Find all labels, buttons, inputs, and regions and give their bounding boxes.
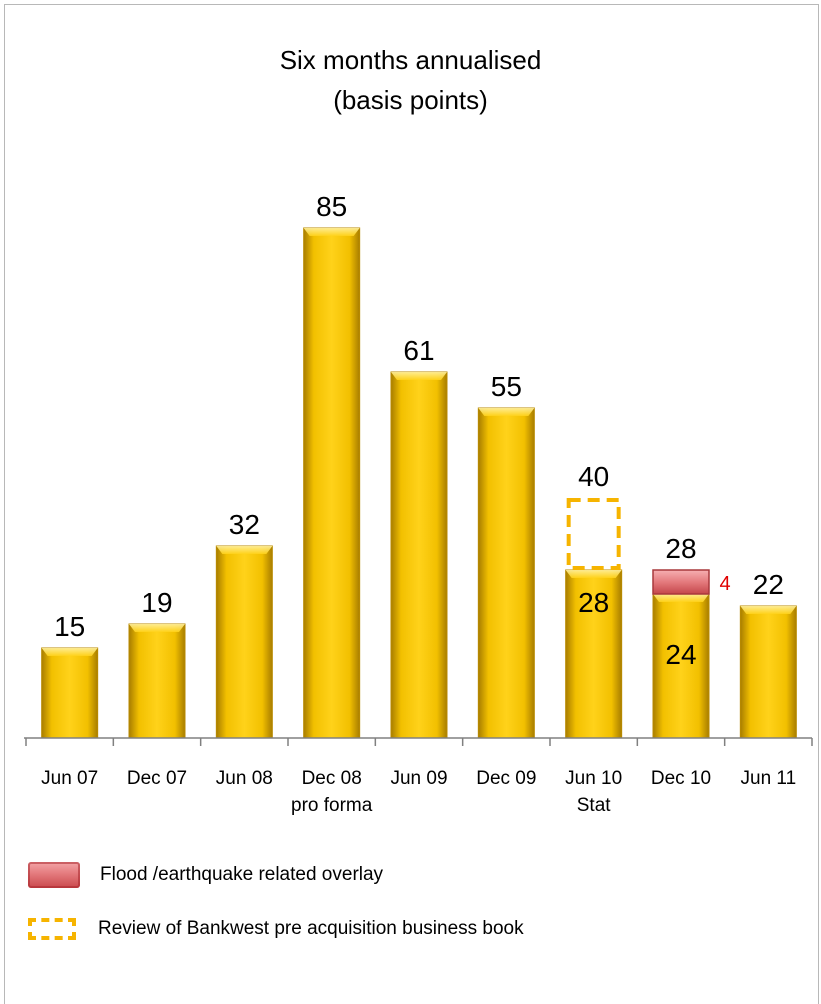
x-tick-label-6-0: Jun 10 bbox=[565, 768, 622, 789]
inner-label-7: 24 bbox=[665, 639, 696, 670]
bar-5 bbox=[477, 407, 535, 739]
bar-bevel-1 bbox=[129, 624, 185, 632]
inner-label-6: 28 bbox=[578, 587, 609, 618]
x-tick-label-0-0: Jun 07 bbox=[41, 768, 98, 789]
bar-8 bbox=[739, 605, 797, 739]
x-tick-label-3-1: pro forma bbox=[291, 795, 373, 816]
total-label-8: 22 bbox=[753, 569, 784, 600]
legend-item-review: Review of Bankwest pre acquisition busin… bbox=[28, 918, 524, 940]
total-label-7: 28 bbox=[665, 533, 696, 564]
chart-frame bbox=[4, 4, 819, 1004]
legend-label-review: Review of Bankwest pre acquisition busin… bbox=[98, 918, 524, 939]
total-label-5: 55 bbox=[491, 371, 522, 402]
chart-title: Six months annualised bbox=[279, 45, 542, 75]
bar-0 bbox=[41, 647, 99, 739]
x-tick-label-1-0: Dec 07 bbox=[127, 768, 187, 789]
x-tick-label-7-0: Dec 10 bbox=[651, 768, 711, 789]
total-label-1: 19 bbox=[141, 587, 172, 618]
bar-bevel-6 bbox=[565, 570, 622, 578]
chart-subtitle: (basis points) bbox=[333, 85, 488, 115]
review-segment-6 bbox=[566, 498, 621, 570]
total-label-0: 15 bbox=[54, 611, 85, 642]
bar-2 bbox=[215, 545, 273, 739]
bar-bevel-7 bbox=[653, 594, 709, 602]
bar-bevel-8 bbox=[740, 606, 797, 614]
overlay-segment-7 bbox=[652, 569, 710, 595]
legend-swatch-flood bbox=[28, 862, 80, 888]
x-tick-label-4-0: Jun 09 bbox=[390, 768, 447, 789]
x-tick-label-2-0: Jun 08 bbox=[216, 768, 273, 789]
bar-bevel-0 bbox=[41, 648, 98, 656]
x-tick-label-6-1: Stat bbox=[577, 795, 612, 816]
x-tick-label-3-0: Dec 08 bbox=[302, 768, 362, 789]
legend-swatch-review bbox=[28, 918, 76, 940]
bar-4 bbox=[390, 371, 448, 739]
bar-bevel-2 bbox=[216, 546, 273, 554]
x-tick-label-8-0: Jun 11 bbox=[741, 768, 797, 789]
bar-chart: Jun 07 Dec 07 Jun 08 Dec 08 pro forma Jun 09 D… bbox=[24, 191, 813, 816]
bar-3 bbox=[303, 227, 361, 739]
x-tick-label-5-0: Dec 09 bbox=[476, 768, 536, 789]
total-label-3: 85 bbox=[316, 191, 347, 222]
segment-label-7: 4 bbox=[719, 573, 730, 595]
legend-label-flood: Flood /earthquake related overlay bbox=[100, 864, 384, 885]
bar-bevel-4 bbox=[391, 372, 447, 380]
bar-7 bbox=[652, 593, 710, 739]
bar-1 bbox=[128, 623, 186, 739]
total-label-6: 40 bbox=[578, 461, 609, 492]
total-label-2: 32 bbox=[229, 509, 260, 540]
legend-item-flood: Flood /earthquake related overlay bbox=[28, 862, 383, 888]
bar-bevel-3 bbox=[303, 228, 360, 236]
total-label-4: 61 bbox=[403, 335, 434, 366]
bar-bevel-5 bbox=[478, 408, 535, 416]
